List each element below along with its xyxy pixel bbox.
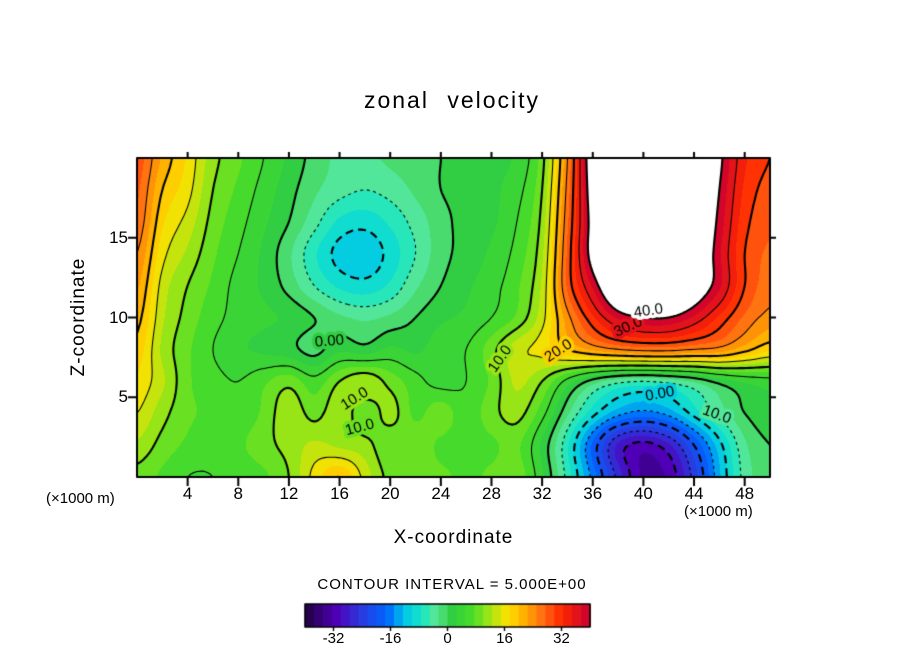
colorbar-tick-label: -16	[379, 630, 402, 647]
x-tick-label: 24	[431, 484, 451, 503]
x-tick-label: 44	[684, 484, 704, 503]
colorbar-tick-label: 16	[496, 630, 513, 647]
chart-title: zonal velocity	[363, 87, 541, 113]
contour-interval-label: CONTOUR INTERVAL = 5.000E+00	[317, 576, 587, 593]
x-tick-label: 40	[633, 484, 653, 503]
z-tick-label: 5	[118, 387, 128, 407]
colorbar-tick-label: -32	[322, 630, 345, 647]
x-tick-label: 28	[482, 484, 501, 503]
z-tick-label: 15	[109, 227, 128, 247]
y-axis-units-label: (×1000 m)	[46, 490, 115, 507]
x-tick-label: 12	[279, 484, 299, 503]
x-tick-label: 4	[182, 484, 193, 503]
colorbar-tick-label: 0	[443, 630, 452, 647]
colorbar-tick-label: 32	[553, 630, 570, 647]
x-tick-label: 32	[532, 484, 552, 503]
y-axis-label: Z-coordinate	[68, 257, 89, 377]
x-axis-units-label: (×1000 m)	[684, 503, 753, 520]
x-axis-label: X-coordinate	[393, 527, 514, 548]
x-tick-label: 20	[380, 484, 400, 503]
x-tick-label: 16	[330, 484, 350, 503]
z-tick-label: 10	[109, 307, 128, 327]
x-tick-label: 36	[583, 484, 603, 503]
x-tick-label: 48	[735, 484, 755, 503]
x-tick-label: 8	[233, 484, 243, 503]
